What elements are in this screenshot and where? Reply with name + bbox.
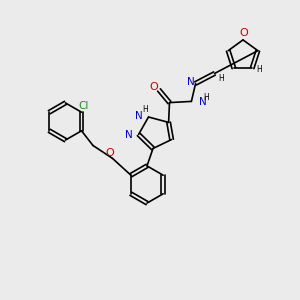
Text: O: O <box>105 148 114 158</box>
Text: O: O <box>239 28 248 38</box>
Text: H: H <box>218 74 224 83</box>
Text: H: H <box>256 65 262 74</box>
Text: N: N <box>125 130 133 140</box>
Text: H: H <box>203 93 209 102</box>
Text: H: H <box>142 105 148 114</box>
Text: O: O <box>149 82 158 92</box>
Text: N: N <box>135 110 143 121</box>
Text: N: N <box>187 77 195 87</box>
Text: Cl: Cl <box>79 101 89 111</box>
Text: N: N <box>199 97 207 107</box>
